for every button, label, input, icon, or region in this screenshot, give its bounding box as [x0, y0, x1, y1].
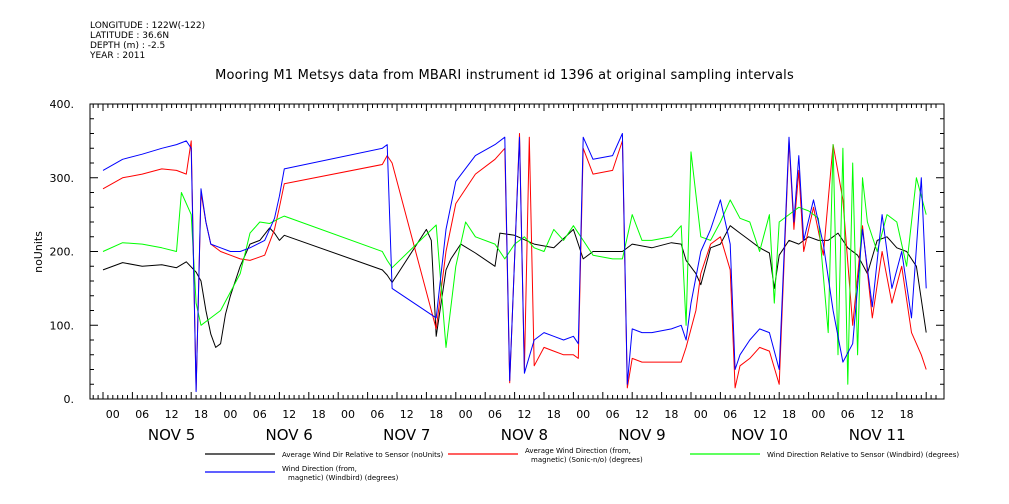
- x-tick-label: 12: [165, 408, 179, 421]
- chart-title: Mooring M1 Metsys data from MBARI instru…: [215, 68, 794, 83]
- x-tick-label: 18: [547, 408, 561, 421]
- x-tick-label: 18: [194, 408, 208, 421]
- metadata-block: LONGITUDE : 122W(-122) LATITUDE : 36.6N …: [90, 21, 205, 61]
- x-tick-label: 18: [429, 408, 443, 421]
- series-line-1: [102, 225, 927, 348]
- y-tick-label: 0.: [64, 393, 75, 406]
- legend-label: Wind Direction Relative to Sensor (Windb…: [767, 451, 959, 459]
- series-group: [102, 133, 927, 393]
- depth-text: DEPTH (m) : -2.5: [90, 41, 166, 51]
- y-tick-label: 100.: [50, 319, 75, 332]
- x-tick-label: 00: [811, 408, 825, 421]
- legend-label: Wind Direction (from,: [282, 465, 357, 473]
- x-tick-label: 18: [664, 408, 678, 421]
- longitude-text: LONGITUDE : 122W(-122): [90, 21, 206, 31]
- x-tick-label: 06: [370, 408, 384, 421]
- axis-ticks: 0. 100. 200. 300. 400. 00 06 12 18 00 06 12 18 00 06 12…: [50, 98, 944, 444]
- x-tick-label: 12: [282, 408, 296, 421]
- day-label: NOV 10: [731, 426, 788, 444]
- x-tick-label: 06: [841, 408, 855, 421]
- x-tick-label: 06: [606, 408, 620, 421]
- y-tick-label: 300.: [50, 172, 75, 185]
- day-label: NOV 6: [266, 426, 313, 444]
- y-tick-label: 200.: [50, 246, 75, 259]
- series-line-3: [102, 144, 927, 385]
- y-axis-label: noUnits: [32, 231, 45, 273]
- x-tick-label: 06: [488, 408, 502, 421]
- x-tick-label: 00: [694, 408, 708, 421]
- plot-frame: [89, 103, 945, 400]
- x-tick-label: 12: [400, 408, 414, 421]
- series-line-4: [102, 133, 927, 393]
- x-tick-label: 12: [635, 408, 649, 421]
- x-tick-label: 00: [223, 408, 237, 421]
- latitude-text: LATITUDE : 36.6N: [90, 31, 170, 41]
- y-tick-label: 400.: [50, 98, 75, 111]
- day-label: NOV 9: [618, 426, 665, 444]
- day-label: NOV 7: [383, 426, 430, 444]
- x-tick-label: 06: [135, 408, 149, 421]
- x-tick-label: 12: [517, 408, 531, 421]
- x-tick-label: 00: [576, 408, 590, 421]
- day-label: NOV 11: [849, 426, 906, 444]
- year-text: YEAR : 2011: [90, 51, 146, 61]
- legend-label: Average Wind Direction (from,: [525, 447, 631, 455]
- legend: Average Wind Dir Relative to Sensor (noU…: [205, 447, 959, 482]
- x-tick-label: 00: [341, 408, 355, 421]
- day-label: NOV 5: [148, 426, 195, 444]
- x-tick-label: 18: [782, 408, 796, 421]
- legend-label: Average Wind Dir Relative to Sensor (noU…: [282, 451, 443, 459]
- x-tick-label: 06: [723, 408, 737, 421]
- x-tick-label: 06: [253, 408, 267, 421]
- x-tick-label: 00: [106, 408, 120, 421]
- x-tick-label: 12: [870, 408, 884, 421]
- x-tick-label: 18: [900, 408, 914, 421]
- legend-label: magnetic) (Windbird) (degrees): [288, 474, 399, 482]
- x-tick-label: 18: [312, 408, 326, 421]
- legend-label: magnetic) (Sonic-n/o) (degrees): [531, 456, 643, 464]
- x-tick-label: 00: [459, 408, 473, 421]
- x-tick-label: 12: [753, 408, 767, 421]
- day-label: NOV 8: [501, 426, 548, 444]
